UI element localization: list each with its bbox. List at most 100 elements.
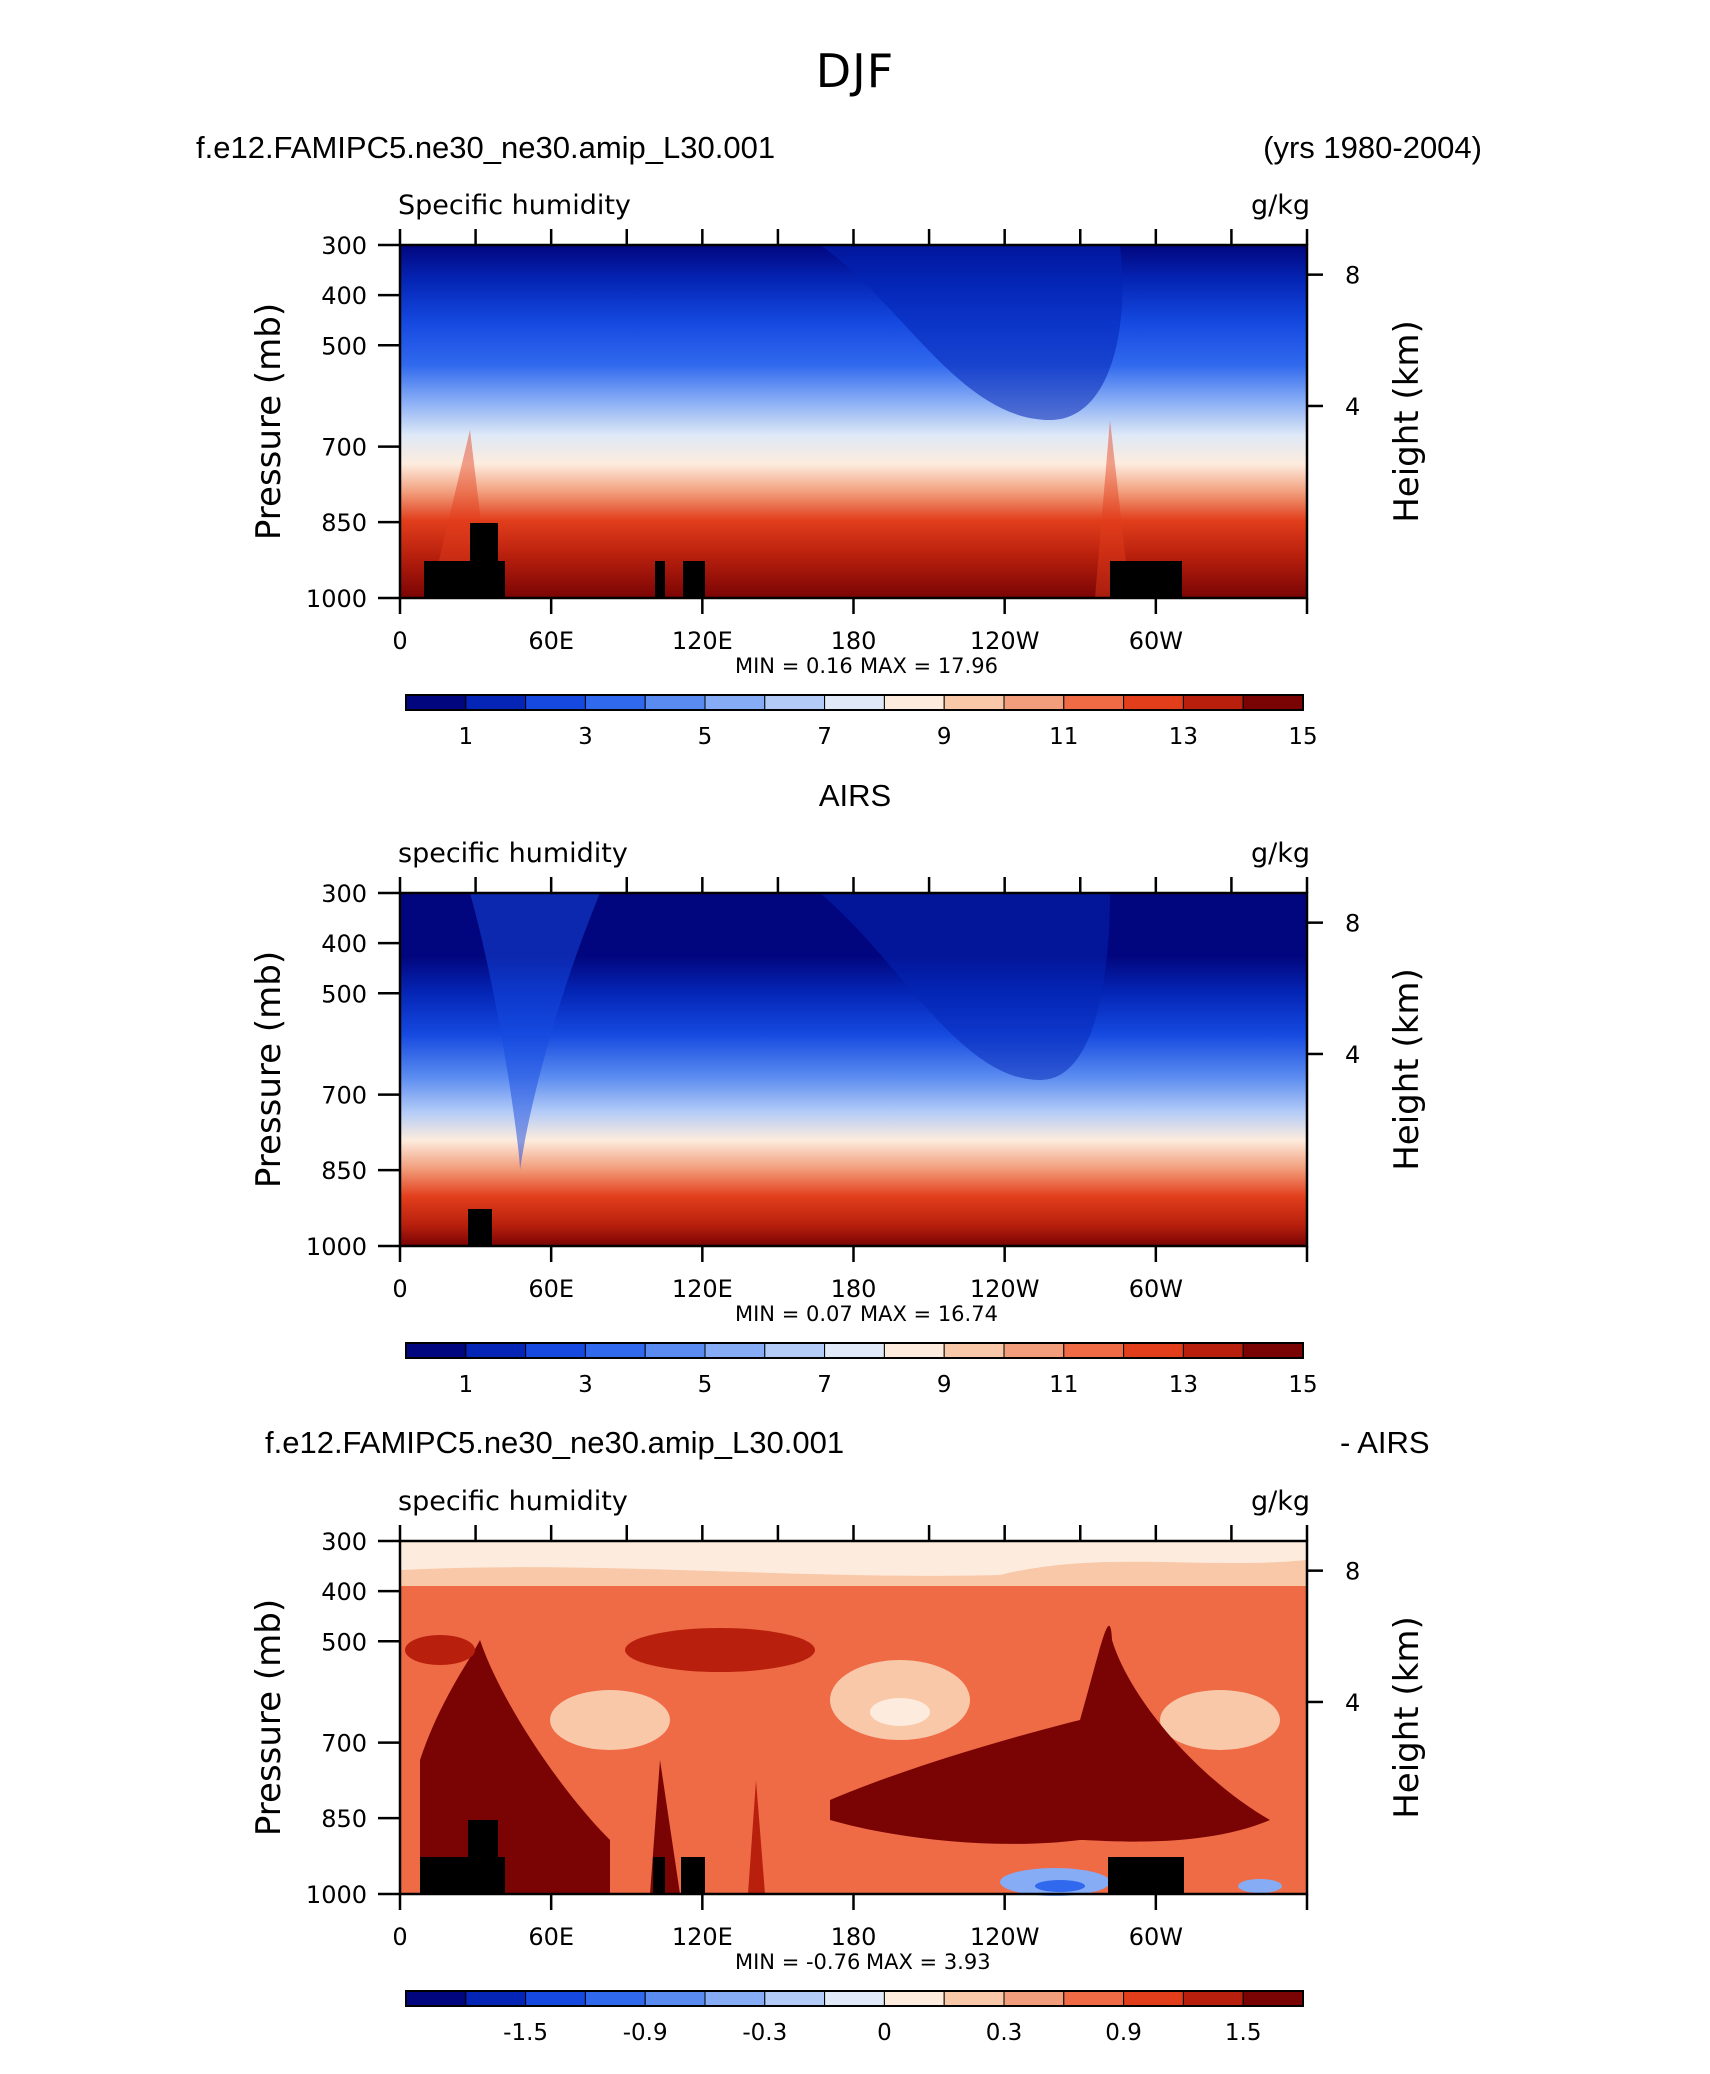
y-left-tick-label: 700: [321, 1082, 367, 1110]
colorbar-swatch: [465, 694, 527, 711]
panel3-band-west: [405, 1635, 475, 1665]
x-tick-label: 120W: [970, 627, 1040, 655]
panel3-negative-core: [1035, 1880, 1085, 1892]
panel2-max: MAX = 16.74: [860, 1302, 998, 1326]
x-tick-label: 180: [831, 1923, 877, 1951]
colorbar-label: 1.5: [1225, 2020, 1262, 2046]
panel3-y-right-axis: 8 4 Height (km): [1307, 1558, 1427, 1819]
colorbar-swatch: [1242, 1342, 1304, 1359]
y-left-tick-label: 400: [321, 930, 367, 958]
colorbar-swatch: [1063, 1990, 1125, 2007]
colorbar-swatch: [883, 694, 945, 711]
colorbar-label: 13: [1169, 1372, 1198, 1398]
y-left-tick-label: 300: [321, 1528, 367, 1556]
panel3-units: g/kg: [1251, 1486, 1310, 1517]
colorbar-swatch: [764, 1342, 826, 1359]
colorbar-swatch: [883, 1990, 945, 2007]
panel1-years: (yrs 1980-2004): [1263, 130, 1482, 165]
figure-title: DJF: [815, 44, 895, 98]
panel1-y-left-axis: 300 400 500 700 850 1000 Pressure (mb): [249, 232, 400, 613]
y-left-tick-label: 300: [321, 880, 367, 908]
panel3-topography-andes: [1108, 1857, 1184, 1894]
y-right-axis-title: Height (km): [1387, 320, 1427, 523]
y-left-tick-label: 400: [321, 1578, 367, 1606]
panel2-y-left-axis: 300 400 500 700 850 1000 Pressure (mb): [249, 880, 400, 1261]
x-tick-label: 60W: [1129, 1923, 1183, 1951]
x-tick-label: 60E: [528, 1923, 574, 1951]
panel1-y-right-axis: 8 4 Height (km): [1307, 262, 1427, 523]
colorbar-label: 15: [1288, 1372, 1317, 1398]
colorbar-swatch: [883, 1342, 945, 1359]
panel1-min: MIN = 0.16: [735, 654, 853, 678]
panel3-positive-africa: [420, 1640, 610, 1894]
panel1-contour-field: [400, 245, 1307, 598]
colorbar-label: -1.5: [503, 2020, 548, 2046]
panel1-x-axis: 0 60E 120E 180 120W 60W: [392, 229, 1309, 655]
colorbar-swatch: [943, 1990, 1005, 2007]
x-tick-label: 120W: [970, 1275, 1040, 1303]
panel3-light-pocket-d: [1160, 1690, 1280, 1750]
panel1-field-label: Specific humidity: [398, 190, 631, 221]
colorbar-swatch: [584, 694, 646, 711]
colorbar-swatch: [943, 1342, 1005, 1359]
colorbar-label: 1: [458, 1372, 473, 1398]
colorbar-swatch: [584, 1342, 646, 1359]
colorbar-label: 13: [1169, 724, 1198, 750]
colorbar-swatch: [1003, 694, 1065, 711]
colorbar-swatch: [1123, 694, 1184, 711]
x-tick-label: 0: [392, 627, 407, 655]
colorbar-label: 5: [698, 1372, 713, 1398]
colorbar-swatch: [764, 1990, 826, 2007]
y-left-tick-label: 850: [321, 509, 367, 537]
colorbar-swatch: [1063, 694, 1125, 711]
y-left-tick-label: 1000: [306, 1881, 367, 1909]
colorbar-swatch: [405, 1990, 467, 2007]
panel3-min: MIN = -0.76: [735, 1950, 860, 1974]
x-tick-label: 60W: [1129, 627, 1183, 655]
panel1-topography-andes: [1110, 561, 1182, 598]
panel1-dry-region: [820, 245, 1123, 420]
panel2-dry-notch-africa: [470, 893, 600, 1170]
colorbar-swatch: [1182, 1990, 1244, 2007]
panel1: Specific humidity g/kg 30040050070085010…: [249, 190, 1427, 750]
y-left-tick-label: 400: [321, 282, 367, 310]
colorbar-label: -0.9: [623, 2020, 668, 2046]
x-tick-label: 0: [392, 1923, 407, 1951]
y-left-axis-title: Pressure (mb): [249, 951, 289, 1188]
colorbar-swatch: [704, 694, 766, 711]
colorbar-swatch: [824, 1990, 885, 2007]
y-left-tick-label: 850: [321, 1805, 367, 1833]
panel3-max: MAX = 3.93: [866, 1950, 991, 1974]
y-left-tick-label: 300: [321, 232, 367, 260]
x-tick-label: 60E: [528, 627, 574, 655]
colorbar-swatch: [1003, 1990, 1065, 2007]
x-tick-label: 0: [392, 1275, 407, 1303]
y-left-tick-label: 1000: [306, 1233, 367, 1261]
colorbar-swatch: [525, 694, 586, 711]
colorbar-swatch: [465, 1342, 527, 1359]
panel3-light-pocket-b: [870, 1698, 930, 1726]
panel2-y-right-axis: 8 4 Height (km): [1307, 910, 1427, 1171]
panel1-moist-plume-b: [1095, 420, 1130, 598]
panel3: specific humidity g/kg: [249, 1486, 1427, 2046]
colorbar-swatch: [1242, 694, 1304, 711]
y-left-tick-label: 500: [321, 980, 367, 1008]
panel2-plot-area: [398, 891, 1309, 1248]
colorbar-label: 5: [698, 724, 713, 750]
colorbar-swatch: [704, 1990, 766, 2007]
panel2-min: MIN = 0.07: [735, 1302, 853, 1326]
panel3-topography-asia-b: [681, 1857, 705, 1894]
y-left-tick-label: 700: [321, 1730, 367, 1758]
y-right-tick-label: 8: [1345, 1558, 1360, 1586]
colorbar-swatch: [644, 1990, 706, 2007]
colorbar-label: 0: [877, 2020, 892, 2046]
panel3-y-left-axis: 300 400 500 700 850 1000 Pressure (mb): [249, 1528, 400, 1909]
y-left-tick-label: 500: [321, 332, 367, 360]
colorbar-label: 3: [578, 1372, 593, 1398]
panel3-colorbar: -1.5 -0.9 -0.3 0 0.3 0.9 1.5: [405, 1990, 1304, 2046]
panel3-positive-pacific: [830, 1625, 1270, 1844]
y-right-tick-label: 8: [1345, 910, 1360, 938]
colorbar-swatch: [525, 1342, 586, 1359]
colorbar-swatch: [824, 1342, 885, 1359]
